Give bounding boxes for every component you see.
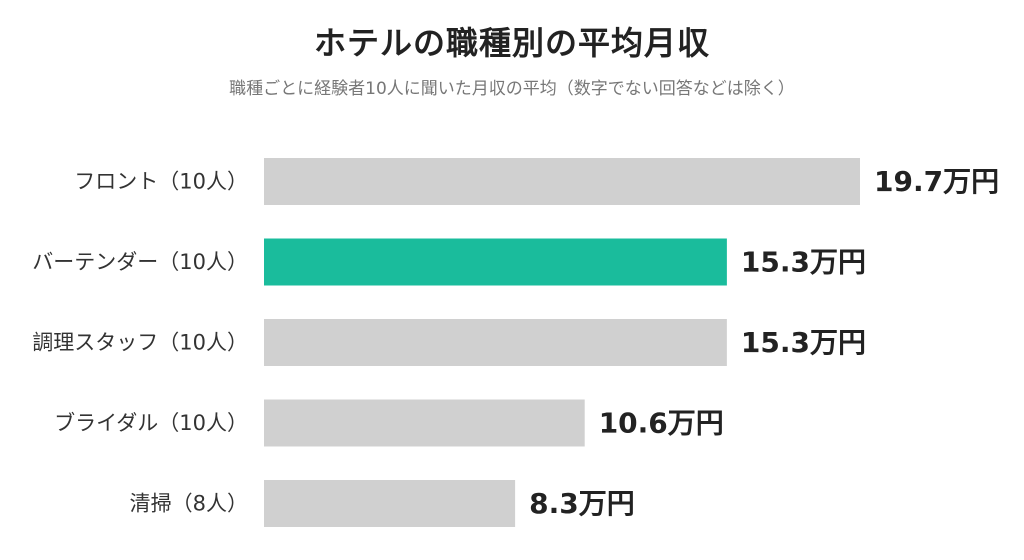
value-label: 10.6万円 (599, 407, 724, 440)
bar (264, 158, 860, 205)
bar (264, 399, 585, 447)
category-label: バーテンダー（10人） (32, 250, 248, 274)
value-label: 19.7万円 (874, 165, 999, 198)
category-label: フロント（10人） (74, 170, 248, 194)
chart-title: ホテルの職種別の平均月収 (313, 24, 710, 62)
category-label: ブライダル（10人） (54, 411, 248, 435)
category-label: 調理スタッフ（10人） (32, 331, 248, 355)
value-label: 15.3万円 (741, 326, 866, 359)
bar (264, 480, 516, 527)
value-label: 15.3万円 (741, 246, 866, 279)
category-label: 清掃（8人） (130, 492, 248, 516)
bar (264, 319, 727, 366)
chart-subtitle: 職種ごとに経験者10人に聞いた月収の平均（数字でない回答などは除く） (229, 79, 795, 99)
bar (264, 238, 727, 286)
value-label: 8.3万円 (529, 487, 635, 520)
